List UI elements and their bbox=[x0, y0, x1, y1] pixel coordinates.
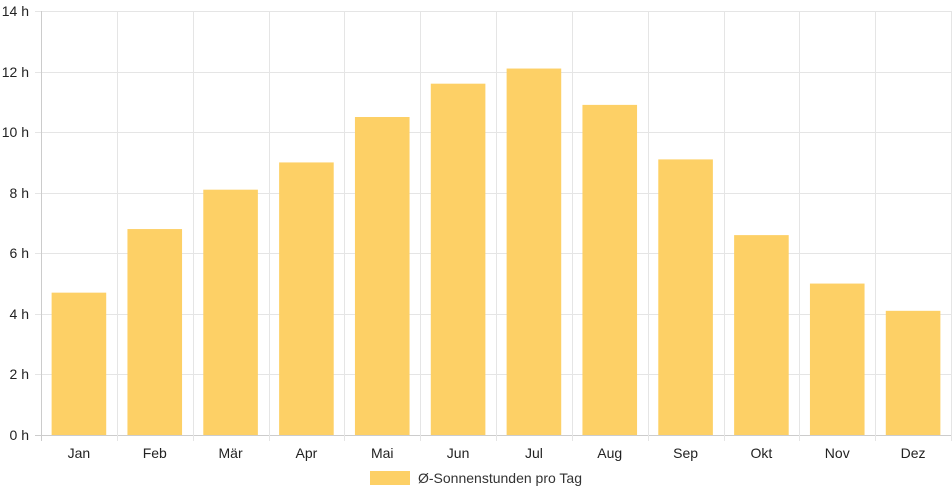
y-tick-label: 12 h bbox=[2, 64, 29, 80]
x-tick-label: Aug bbox=[597, 445, 622, 461]
y-tick-label: 0 h bbox=[10, 427, 29, 443]
bar-jan bbox=[51, 292, 107, 435]
y-tick-label: 6 h bbox=[10, 245, 29, 261]
y-tick-label: 4 h bbox=[10, 306, 29, 322]
x-tick-label: Apr bbox=[296, 445, 318, 461]
legend-swatch bbox=[370, 471, 410, 485]
x-tick-label: Feb bbox=[143, 445, 167, 461]
x-tick-label: Mär bbox=[219, 445, 243, 461]
bar-nov bbox=[809, 283, 865, 435]
legend-label: Ø-Sonnenstunden pro Tag bbox=[418, 470, 582, 486]
bar-jul bbox=[506, 68, 562, 436]
bar-feb bbox=[127, 229, 183, 435]
bar-jun bbox=[430, 83, 486, 435]
bar-apr bbox=[279, 162, 334, 435]
x-tick-label: Jun bbox=[447, 445, 470, 461]
bar-chart: 0 h 2 h 4 h 6 h 8 h 10 h 12 h 14 h Jan Feb Mär Apr M… bbox=[2, 3, 952, 461]
x-tick-label: Jul bbox=[525, 445, 543, 461]
x-tick-label: Okt bbox=[751, 445, 773, 461]
legend[interactable]: Ø-Sonnenstunden pro Tag bbox=[0, 470, 952, 486]
bar-mai bbox=[354, 117, 410, 435]
y-tick-label: 14 h bbox=[2, 3, 29, 19]
bar-aug bbox=[582, 104, 638, 435]
bar-okt bbox=[734, 235, 789, 435]
x-tick-label: Mai bbox=[371, 445, 394, 461]
x-tick-label: Nov bbox=[825, 445, 850, 461]
x-tick-label: Sep bbox=[673, 445, 698, 461]
y-tick-label: 8 h bbox=[10, 185, 29, 201]
bar-dez bbox=[885, 310, 941, 435]
x-tick-label: Dez bbox=[901, 445, 926, 461]
x-tick-label: Jan bbox=[68, 445, 91, 461]
y-tick-label: 10 h bbox=[2, 124, 29, 140]
y-tick-label: 2 h bbox=[10, 366, 29, 382]
bar-sep bbox=[658, 159, 713, 435]
bar-mär bbox=[203, 189, 258, 435]
